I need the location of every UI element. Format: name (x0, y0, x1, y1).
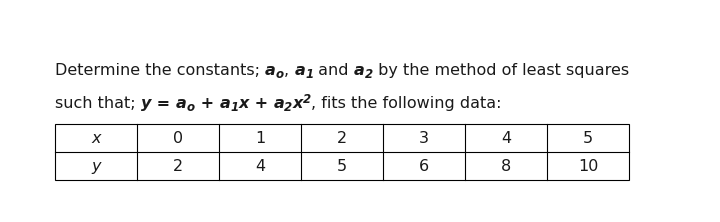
Text: +: + (248, 96, 274, 111)
Text: x: x (238, 96, 248, 111)
Text: x: x (292, 96, 302, 111)
Text: by the method of least squares: by the method of least squares (373, 63, 629, 78)
Text: 8: 8 (501, 159, 511, 174)
Text: 5: 5 (583, 131, 593, 145)
Bar (55, 124, 629, 180)
Text: a: a (220, 96, 230, 111)
Text: 1: 1 (255, 131, 265, 145)
Text: x: x (91, 131, 101, 145)
Text: 1: 1 (230, 101, 238, 114)
Text: such that;: such that; (55, 96, 140, 111)
Text: a: a (354, 63, 364, 78)
Text: 2: 2 (337, 131, 347, 145)
Text: a: a (294, 63, 305, 78)
Text: 4: 4 (501, 131, 511, 145)
Text: 6: 6 (419, 159, 429, 174)
Text: =: = (151, 96, 176, 111)
Text: 2: 2 (284, 101, 292, 114)
Text: 10: 10 (578, 159, 598, 174)
Text: Determine the constants;: Determine the constants; (55, 63, 265, 78)
Text: o: o (186, 101, 194, 114)
Text: a: a (274, 96, 284, 111)
Text: o: o (276, 68, 284, 81)
Text: ,: , (284, 63, 289, 78)
Text: y: y (91, 159, 101, 174)
Text: y: y (140, 96, 151, 111)
Text: a: a (265, 63, 276, 78)
Text: 2: 2 (364, 68, 373, 81)
Text: 1: 1 (305, 68, 313, 81)
Text: a: a (176, 96, 186, 111)
Text: 0: 0 (173, 131, 183, 145)
Text: 2: 2 (302, 93, 311, 106)
Text: 5: 5 (337, 159, 347, 174)
Text: 3: 3 (419, 131, 429, 145)
Text: 4: 4 (255, 159, 265, 174)
Text: , fits the following data:: , fits the following data: (311, 96, 501, 111)
Text: +: + (194, 96, 220, 111)
Text: and: and (313, 63, 354, 78)
Text: 2: 2 (173, 159, 183, 174)
